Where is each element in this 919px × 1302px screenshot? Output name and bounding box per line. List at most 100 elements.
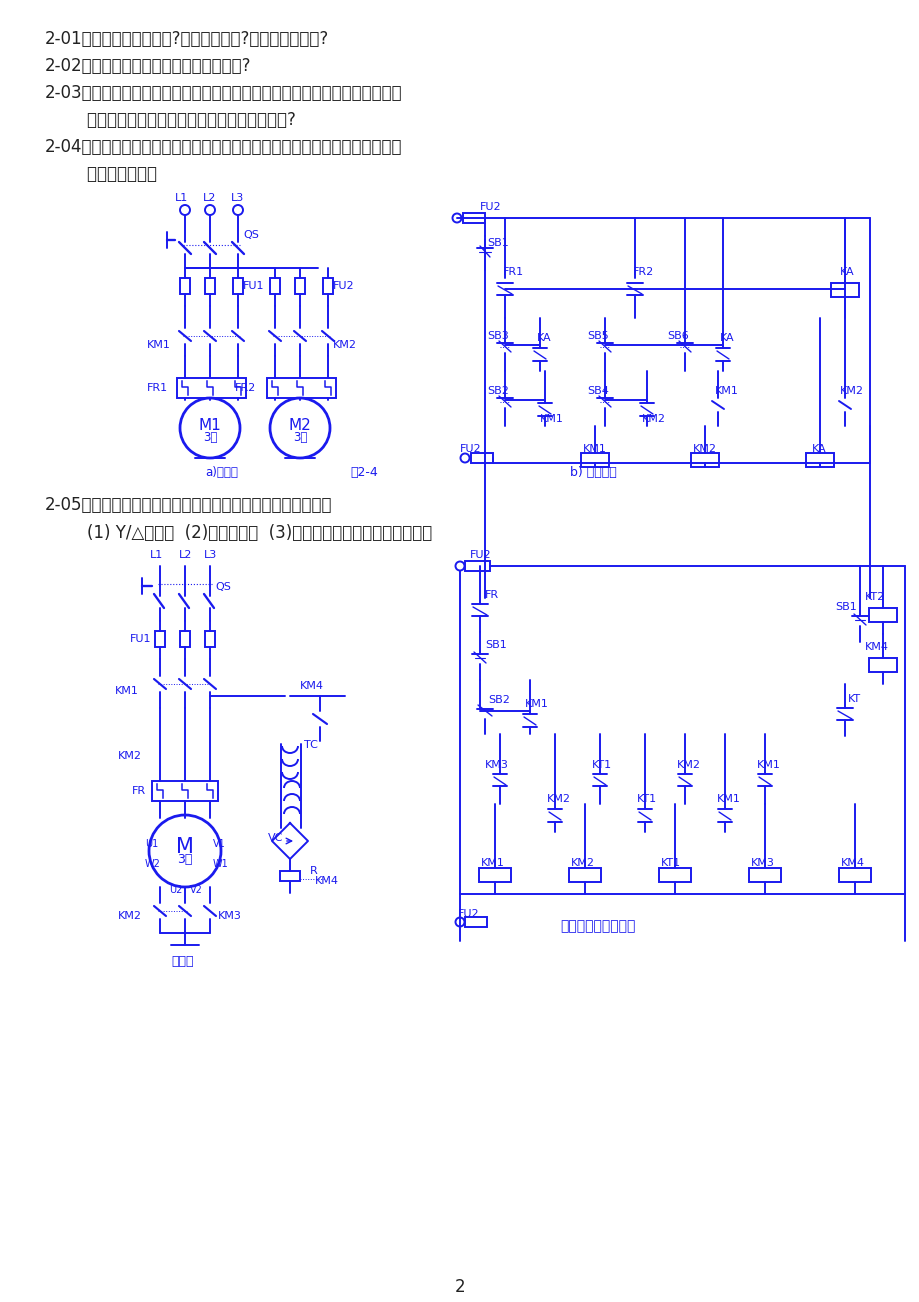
Text: a)主电路: a)主电路 [205, 466, 238, 479]
Text: KT1: KT1 [591, 760, 611, 769]
Bar [868, 658, 896, 672]
Text: KM1: KM1 [714, 385, 738, 396]
Text: QS: QS [215, 582, 231, 592]
Text: R: R [310, 866, 317, 876]
Text: FU1: FU1 [130, 634, 152, 644]
Text: M: M [176, 837, 194, 857]
Bar [154, 631, 165, 647]
Text: W2: W2 [145, 859, 161, 868]
Text: 2-05、试设计某机床主轴电动机的主电路和控制电路。要求：: 2-05、试设计某机床主轴电动机的主电路和控制电路。要求： [45, 496, 332, 514]
Text: SB6: SB6 [666, 331, 688, 341]
Text: FU2: FU2 [460, 444, 482, 454]
Text: 3～: 3～ [292, 431, 307, 444]
Bar [279, 871, 300, 881]
Text: KM1: KM1 [147, 340, 171, 350]
Text: SB1: SB1 [486, 238, 508, 247]
Text: FU2: FU2 [480, 202, 501, 212]
Text: 主电路: 主电路 [171, 954, 193, 967]
Text: FR1: FR1 [503, 267, 524, 277]
Text: QS: QS [243, 230, 258, 240]
Text: SB2: SB2 [486, 385, 508, 396]
Bar [568, 868, 600, 881]
Text: b) 控制电路: b) 控制电路 [570, 466, 616, 479]
Text: KM2: KM2 [839, 385, 863, 396]
Text: SB4: SB4 [586, 385, 608, 396]
Text: KT2: KT2 [864, 592, 884, 602]
Bar [805, 453, 834, 467]
Text: 2-02、什么是互锁环节，它起到什么作用?: 2-02、什么是互锁环节，它起到什么作用? [45, 57, 251, 76]
Bar [323, 279, 333, 294]
Bar [658, 868, 690, 881]
Text: 车的控制线路。: 车的控制线路。 [45, 165, 157, 184]
Text: 3～: 3～ [202, 431, 217, 444]
Text: KM1: KM1 [756, 760, 780, 769]
Text: KM4: KM4 [300, 681, 323, 691]
Text: V2: V2 [190, 885, 203, 894]
Text: L3: L3 [204, 549, 217, 560]
Text: KM2: KM2 [547, 794, 571, 805]
Text: L1: L1 [175, 193, 188, 203]
Text: FR: FR [484, 590, 499, 600]
Bar [479, 868, 510, 881]
Text: V1: V1 [213, 838, 225, 849]
Bar [462, 214, 484, 223]
Text: 2-04、有二台电动机，试拟定一个既能分别启动、停止，又可以同时启动、停: 2-04、有二台电动机，试拟定一个既能分别启动、停止，又可以同时启动、停 [45, 138, 403, 156]
Text: FU2: FU2 [333, 281, 354, 292]
Bar [233, 279, 243, 294]
Text: 2-03、在有自动控制的机床上，电动机由于过载而自动停车后，有人立即按启: 2-03、在有自动控制的机床上，电动机由于过载而自动停车后，有人立即按启 [45, 85, 403, 102]
Text: KM1: KM1 [539, 414, 563, 424]
Text: 3～: 3～ [177, 853, 192, 866]
Text: SB5: SB5 [586, 331, 608, 341]
Bar [464, 917, 486, 927]
Text: FR: FR [131, 786, 146, 796]
Text: KM2: KM2 [692, 444, 716, 454]
Bar [180, 631, 190, 647]
Text: W1: W1 [213, 859, 229, 868]
Bar [868, 608, 896, 622]
Text: KA: KA [720, 333, 734, 342]
Text: (1) Y/△启动；  (2)能耗制动；  (3)电路有短路、过载和失压保护。: (1) Y/△启动； (2)能耗制动； (3)电路有短路、过载和失压保护。 [45, 523, 432, 542]
Text: KM3: KM3 [750, 858, 774, 868]
Text: 2-01、自锁环节怎样组成?它起什么作用?并具有什么功能?: 2-01、自锁环节怎样组成?它起什么作用?并具有什么功能? [45, 30, 329, 48]
Bar [690, 453, 719, 467]
Text: SB1: SB1 [484, 641, 506, 650]
Text: FR2: FR2 [234, 383, 256, 393]
Bar [464, 561, 490, 572]
Text: KM2: KM2 [571, 858, 595, 868]
Text: FU2: FU2 [470, 549, 491, 560]
Text: U2: U2 [169, 885, 182, 894]
Text: L2: L2 [179, 549, 192, 560]
Bar [748, 868, 780, 881]
Text: TC: TC [303, 740, 318, 750]
Text: KM3: KM3 [218, 911, 242, 921]
Bar [295, 279, 305, 294]
Text: L2: L2 [203, 193, 216, 203]
Text: KM4: KM4 [864, 642, 888, 652]
Text: KM2: KM2 [641, 414, 665, 424]
Text: FU2: FU2 [458, 909, 479, 919]
Text: KA: KA [839, 267, 854, 277]
Text: KT1: KT1 [660, 858, 680, 868]
Text: SB3: SB3 [486, 331, 508, 341]
Text: FR1: FR1 [147, 383, 168, 393]
Text: KT: KT [847, 694, 860, 704]
Text: KM2: KM2 [676, 760, 700, 769]
Text: SB1: SB1 [834, 602, 856, 612]
Text: KM1: KM1 [583, 444, 607, 454]
Text: KM4: KM4 [840, 858, 864, 868]
Text: VC: VC [267, 833, 283, 842]
Text: KA: KA [811, 444, 826, 454]
Text: KM3: KM3 [484, 760, 508, 769]
Text: KM2: KM2 [118, 911, 142, 921]
Bar [471, 453, 493, 464]
Bar [205, 279, 215, 294]
Bar [581, 453, 608, 467]
Text: L1: L1 [150, 549, 163, 560]
Text: KM1: KM1 [481, 858, 505, 868]
Bar [205, 631, 215, 647]
Text: 2: 2 [454, 1279, 465, 1295]
Bar [267, 378, 335, 398]
Bar [180, 279, 190, 294]
Text: KM1: KM1 [115, 686, 139, 697]
Bar [176, 378, 245, 398]
